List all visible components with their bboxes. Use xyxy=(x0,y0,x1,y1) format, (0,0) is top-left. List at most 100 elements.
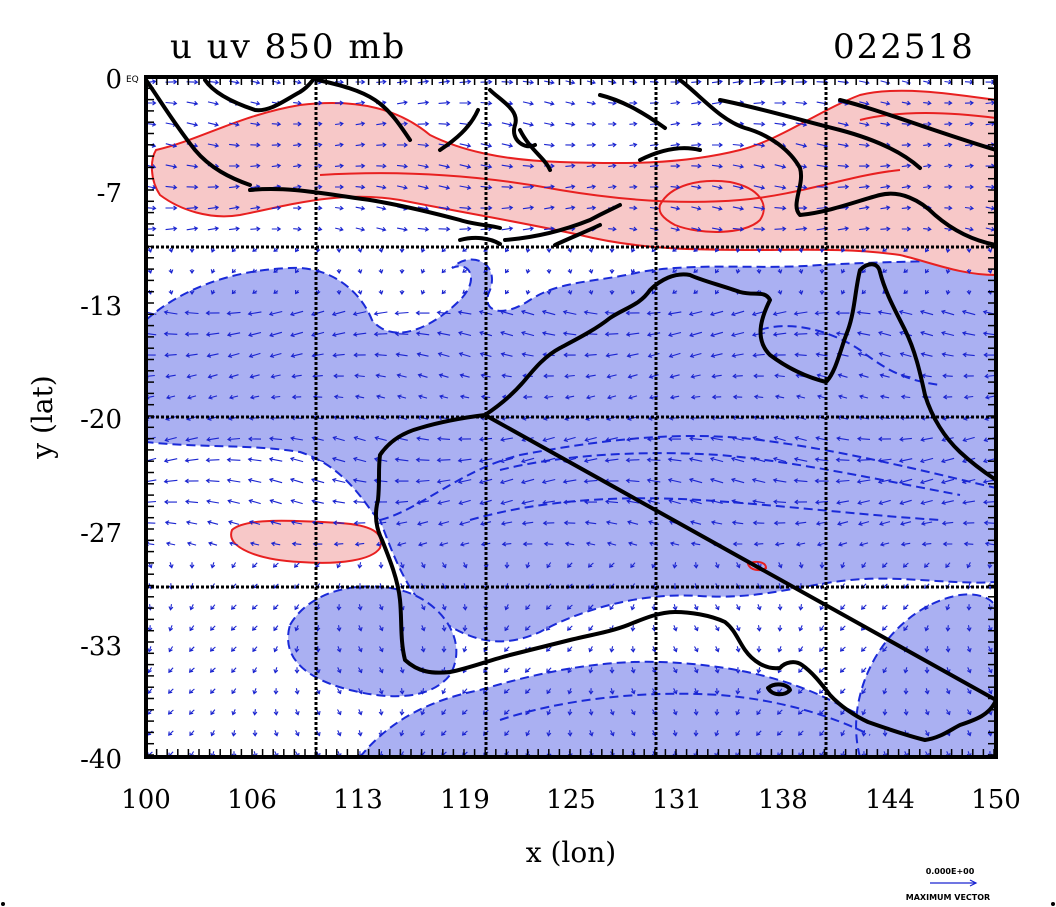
wind-vector-arrow xyxy=(314,163,323,169)
wind-vector-arrow xyxy=(441,646,447,653)
wind-vector-arrow xyxy=(208,541,218,547)
wind-vector-arrow xyxy=(774,100,787,106)
y-tick-label: -13 xyxy=(80,292,122,322)
wind-vector-arrow xyxy=(880,100,891,106)
wind-vector-arrow xyxy=(882,646,888,653)
wind-vector-arrow xyxy=(166,394,176,400)
wind-vector-arrow xyxy=(609,646,615,653)
wind-vector-arrow xyxy=(607,394,617,400)
wind-vector-arrow xyxy=(357,562,363,569)
wind-vector-arrow xyxy=(711,121,723,127)
wind-vector-arrow xyxy=(545,625,552,631)
wind-vector-arrow xyxy=(714,709,720,716)
wind-vector-arrow xyxy=(397,100,408,106)
wind-vector-arrow xyxy=(376,205,387,211)
wind-vector-arrow xyxy=(334,100,344,106)
wind-vector-arrow xyxy=(988,667,993,674)
wind-vector-arrow xyxy=(503,667,510,673)
wind-vector-arrow xyxy=(925,268,930,274)
wind-vector-arrow xyxy=(819,730,825,737)
wind-vector-arrow xyxy=(773,520,786,526)
wind-vector-arrow xyxy=(543,541,554,547)
wind-vector-arrow xyxy=(417,521,429,526)
wind-vector-arrow xyxy=(649,394,659,400)
wind-vector-arrow xyxy=(164,520,177,526)
wind-vector-arrow xyxy=(567,688,573,695)
wind-vector-arrow xyxy=(966,289,972,296)
wind-vector-arrow xyxy=(189,562,195,569)
wind-vector-arrow xyxy=(630,268,636,274)
wind-vector-arrow xyxy=(354,394,365,400)
wind-vector-arrow xyxy=(944,142,953,148)
wind-vector-arrow xyxy=(268,310,283,317)
wind-vector-arrow xyxy=(164,436,177,443)
wind-vector-arrow xyxy=(249,541,260,547)
wind-vector-arrow xyxy=(672,730,678,737)
wind-vector-arrow xyxy=(924,667,930,674)
wind-vector-arrow xyxy=(396,163,408,169)
wind-vector-arrow xyxy=(901,100,912,106)
wind-vector-arrow xyxy=(210,709,216,716)
wind-vector-arrow xyxy=(289,310,304,317)
wind-vector-arrow xyxy=(294,604,300,611)
wind-vector-arrow xyxy=(397,394,407,400)
wind-vector-arrow xyxy=(798,688,804,694)
wind-vector-arrow xyxy=(293,184,302,190)
wind-vector-arrow xyxy=(311,499,324,504)
wind-vector-arrow xyxy=(670,100,681,106)
wind-vector-arrow xyxy=(988,688,993,695)
wind-vector-arrow xyxy=(670,79,681,85)
wind-vector-arrow xyxy=(819,268,825,274)
wind-vector-arrow xyxy=(626,437,639,442)
wind-vector-arrow xyxy=(394,310,409,316)
wind-vector-arrow xyxy=(420,289,426,295)
wind-vector-arrow xyxy=(691,184,702,190)
wind-vector-arrow xyxy=(819,289,825,295)
wind-vector-arrow xyxy=(837,79,850,85)
wind-vector-arrow xyxy=(525,688,531,694)
wind-vector-arrow xyxy=(352,478,367,483)
wind-vector-arrow xyxy=(630,625,636,632)
wind-vector-arrow xyxy=(417,373,428,378)
wind-vector-arrow xyxy=(647,436,661,442)
wind-vector-arrow xyxy=(839,667,846,673)
wind-vector-arrow xyxy=(730,456,745,463)
wind-vector-arrow xyxy=(861,604,867,610)
wind-vector-arrow xyxy=(311,436,324,441)
wind-vector-arrow xyxy=(626,499,640,504)
wind-vector-arrow xyxy=(164,352,177,358)
wind-vector-arrow xyxy=(962,520,975,526)
wind-vector-arrow xyxy=(903,709,909,716)
wind-vector-arrow xyxy=(378,289,384,295)
wind-vector-arrow xyxy=(630,289,636,295)
wind-vector-arrow xyxy=(859,205,870,211)
wind-vector-arrow xyxy=(522,226,535,232)
negative-region-central xyxy=(378,435,996,643)
wind-vector-arrow xyxy=(794,435,807,442)
wind-vector-arrow xyxy=(836,436,849,441)
wind-vector-arrow xyxy=(774,394,785,400)
wind-vector-arrow xyxy=(521,500,534,505)
wind-vector-arrow xyxy=(505,290,510,295)
wind-vector-arrow xyxy=(352,456,367,463)
wind-vector-arrow xyxy=(186,226,199,232)
wind-vector-arrow xyxy=(231,709,237,716)
wind-vector-arrow xyxy=(146,479,157,484)
wind-vector-arrow xyxy=(735,247,741,253)
wind-vector-arrow xyxy=(840,247,846,253)
wind-vector-arrow xyxy=(501,122,514,127)
wind-vector-arrow xyxy=(963,373,974,379)
wind-vector-arrow xyxy=(231,730,237,737)
negative-contour-regions xyxy=(146,258,996,757)
wind-vector-arrow xyxy=(357,604,363,611)
wind-vector-arrow xyxy=(147,688,153,695)
wind-vector-arrow xyxy=(899,499,912,506)
wind-vector-arrow xyxy=(942,394,953,400)
wind-vector-arrow xyxy=(207,122,219,127)
wind-vector-arrow xyxy=(861,562,867,569)
wind-vector-arrow xyxy=(625,331,640,337)
wind-vector-arrow xyxy=(628,394,638,400)
wind-vector-arrow xyxy=(331,310,346,317)
wind-vector-arrow xyxy=(252,562,258,568)
x-tick-label: 113 xyxy=(333,785,383,815)
